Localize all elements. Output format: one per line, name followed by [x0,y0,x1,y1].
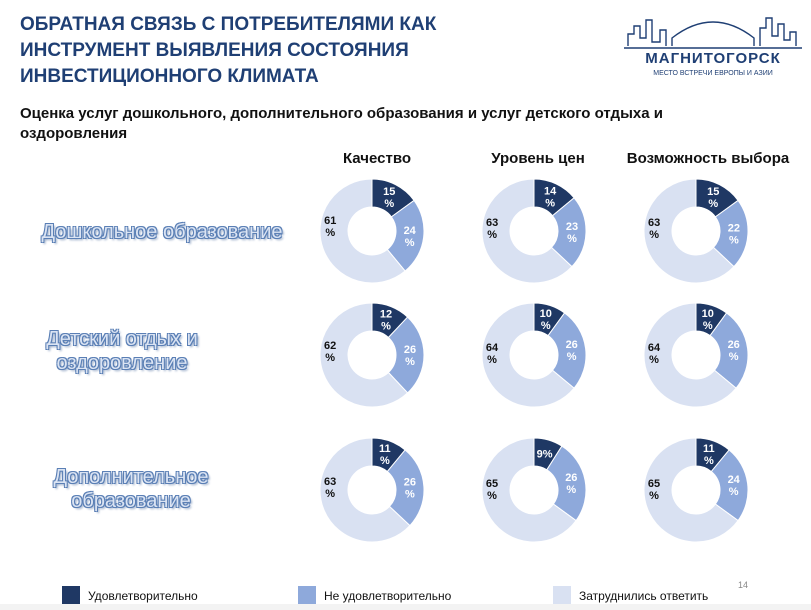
donut-slice-undecided [481,302,575,408]
slice-label-satisfied: 11% [379,443,391,467]
column-header-price: Уровень цен [491,150,585,167]
legend-label-unsatisfied: Не удовлетворительно [324,589,452,603]
column-header-choice: Возможность выбора [626,150,790,167]
slice-label-unsatisfied: 24% [404,225,417,249]
donut-chart: 010%26%64% [643,302,749,408]
logo-tagline: МЕСТО ВСТРЕЧИ ЕВРОПЫ И АЗИИ [653,70,773,77]
donut-chart: 011%24%65% [643,437,749,543]
donut-chart: 011%26%63% [319,437,425,543]
slice-label-undecided: 61% [324,215,336,239]
legend-swatch-unsatisfied [298,586,316,604]
donut-slice-undecided [319,178,406,284]
slice-label-undecided: 63% [486,217,498,241]
chart-subtitle: Оценка услуг дошкольного, дополнительног… [20,105,663,142]
row-label-additional: Дополнительное образование [53,466,209,512]
donut-slice-undecided [643,437,739,543]
slice-label-unsatisfied: 26% [404,344,416,368]
slice-label-satisfied: 11% [703,443,715,467]
slice-label-undecided: 62% [324,340,336,364]
donut-chart: 09%26%65% [481,437,587,543]
donut-slice-undecided [481,437,577,543]
donut-slice-undecided [319,302,409,408]
legend-label-undecided: Затруднились ответить [579,589,709,603]
slice-label-unsatisfied: 26% [728,339,740,363]
donut-chart: 014%23%63% [481,178,587,284]
donut-slice-undecided [643,178,735,284]
legend-swatch-undecided [553,586,571,604]
slice-label-satisfied: 12% [380,309,392,333]
donut-slice-undecided [643,302,737,408]
donut-chart: 015%22%63% [643,178,749,284]
row-label-preschool: Дошкольное образование [41,221,283,243]
donut-slice-unsatisfied [547,312,587,389]
slice-label-undecided: 63% [324,476,336,500]
row-label-recreation: Детский отдых и оздоровление [46,328,198,374]
slice-label-undecided: 65% [486,478,498,502]
donut-slice-undecided [319,437,411,543]
legend-label-satisfied: Удовлетворительно [88,589,198,603]
slice-label-unsatisfied: 26% [404,477,416,501]
donut-slice-unsatisfied [546,445,587,522]
city-logo: МАГНИТОГОРСК МЕСТО ВСТРЕЧИ ЕВРОПЫ И АЗИИ [624,12,802,82]
slice-label-unsatisfied: 26% [566,339,578,363]
donut-slice-unsatisfied [387,316,425,394]
slice-label-undecided: 65% [648,478,660,502]
slice-label-satisfied: 10% [540,308,552,332]
slice-label-unsatisfied: 23% [566,221,578,245]
slice-label-satisfied: 15% [383,186,395,210]
page-number: 14 [738,580,749,590]
slice-label-undecided: 63% [648,217,660,241]
donut-slice-unsatisfied [386,449,425,527]
slice-label-unsatisfied: 24% [728,474,741,498]
slide-title: ОБРАТНАЯ СВЯЗЬ С ПОТРЕБИТЕЛЯМИ КАК ИНСТР… [20,14,437,87]
legend-swatch-satisfied [62,586,80,604]
donut-slice-unsatisfied [710,449,749,522]
slice-label-unsatisfied: 26% [565,472,577,496]
slice-label-satisfied: 9% [537,449,553,461]
donut-chart: 015%24%61% [319,178,425,284]
donut-chart: 012%26%62% [319,302,425,408]
logo-name: МАГНИТОГОРСК [645,50,781,67]
donut-slice-unsatisfied [709,312,749,389]
donut-slice-unsatisfied [386,199,425,272]
footer-bar [0,604,811,610]
donut-slice-undecided [481,178,573,284]
slice-label-undecided: 64% [648,342,661,366]
slice-label-undecided: 64% [486,342,499,366]
column-header-quality: Качество [342,150,412,167]
slice-label-satisfied: 14% [544,186,557,210]
skyline-icon [624,17,802,49]
slice-label-satisfied: 10% [702,308,714,332]
slice-label-unsatisfied: 22% [728,222,740,246]
donut-chart: 010%26%64% [481,302,587,408]
slice-label-satisfied: 15% [707,186,719,210]
